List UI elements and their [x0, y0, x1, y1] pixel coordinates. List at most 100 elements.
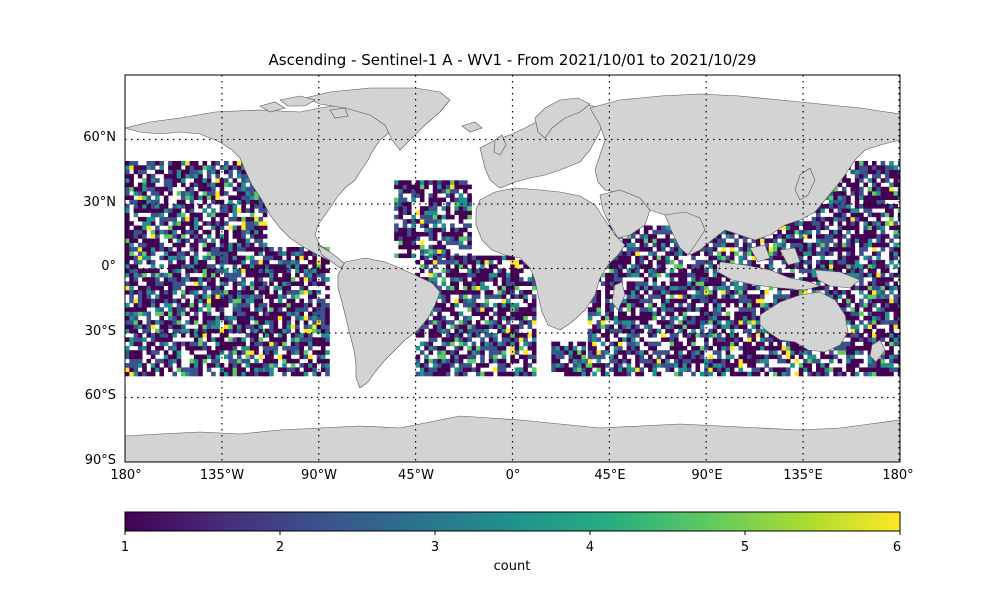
heatmap-cell: [630, 251, 636, 256]
heatmap-cell: [467, 285, 472, 291]
heatmap-cell: [245, 191, 251, 196]
heatmap-cell: [501, 371, 507, 377]
heatmap-cell: [185, 238, 190, 243]
heatmap-cell: [884, 285, 890, 291]
heatmap-cell: [163, 281, 169, 286]
heatmap-cell: [639, 264, 645, 269]
heatmap-cell: [480, 337, 485, 342]
heatmap-cell: [150, 178, 156, 183]
heatmap-cell: [609, 302, 614, 308]
heatmap-cell: [704, 294, 709, 299]
heatmap-cell: [437, 328, 442, 334]
heatmap-cell: [219, 281, 225, 286]
heatmap-cell: [168, 268, 173, 274]
heatmap-cell: [639, 285, 645, 291]
heatmap-cell: [258, 238, 264, 243]
heatmap-cell: [807, 259, 812, 265]
heatmap-cell: [880, 315, 886, 321]
heatmap-cell: [411, 236, 416, 241]
heatmap-cell: [717, 272, 722, 278]
heatmap-cell: [159, 272, 164, 278]
heatmap-cell: [897, 268, 900, 274]
heatmap-cell: [245, 178, 251, 183]
heatmap-cell: [613, 333, 619, 338]
heatmap-cell: [867, 178, 873, 183]
heatmap-cell: [760, 358, 765, 364]
heatmap-cell: [299, 290, 304, 295]
heatmap-cell: [850, 298, 856, 304]
heatmap-cell: [781, 259, 787, 265]
heatmap-cell: [742, 298, 748, 304]
heatmap-cell: [424, 184, 429, 190]
heatmap-cell: [415, 219, 421, 224]
heatmap-cell: [471, 268, 477, 274]
heatmap-cell: [643, 311, 649, 317]
heatmap-cell: [189, 259, 195, 265]
colorbar-tick-label: 2: [275, 540, 285, 555]
heatmap-cell: [445, 363, 451, 368]
heatmap-cell: [695, 251, 701, 256]
heatmap-cell: [398, 244, 403, 250]
heatmap-cell: [829, 234, 834, 239]
heatmap-cell: [320, 298, 326, 304]
heatmap-cell: [846, 251, 851, 256]
heatmap-cell: [725, 341, 731, 347]
heatmap-cell: [428, 333, 434, 338]
heatmap-cell: [605, 350, 610, 355]
heatmap-cell: [325, 311, 330, 317]
heatmap-cell: [725, 298, 731, 304]
heatmap-cell: [269, 315, 274, 321]
heatmap-cell: [441, 367, 447, 372]
heatmap-cell: [172, 290, 177, 295]
heatmap-cell: [841, 298, 847, 304]
heatmap-cell: [163, 173, 169, 179]
heatmap-cell: [437, 259, 442, 265]
heatmap-cell: [605, 281, 610, 286]
heatmap-cell: [523, 341, 528, 347]
heatmap-cell: [859, 212, 864, 218]
heatmap-cell: [394, 253, 399, 259]
heatmap-cell: [613, 255, 619, 261]
heatmap-cell: [241, 225, 246, 231]
heatmap-cell: [519, 371, 524, 377]
heatmap-cell: [798, 350, 804, 355]
heatmap-cell: [729, 298, 735, 304]
heatmap-cell: [876, 251, 881, 256]
heatmap-cell: [189, 216, 195, 222]
heatmap-cell: [402, 244, 408, 250]
heatmap-cell: [480, 302, 485, 308]
heatmap-cell: [142, 199, 147, 205]
heatmap-cell: [176, 285, 182, 291]
heatmap-cell: [618, 264, 623, 269]
heatmap-cell: [777, 242, 782, 248]
heatmap-cell: [198, 238, 203, 243]
heatmap-cell: [686, 307, 692, 312]
heatmap-cell: [686, 354, 692, 360]
heatmap-cell: [176, 298, 182, 304]
heatmap-cell: [652, 302, 657, 308]
heatmap-cell: [475, 294, 481, 299]
heatmap-cell: [150, 367, 156, 372]
heatmap-cell: [189, 363, 195, 368]
heatmap-cell: [129, 221, 134, 226]
heatmap-cell: [652, 363, 657, 368]
heatmap-cell: [686, 363, 692, 368]
heatmap-cell: [841, 199, 847, 205]
heatmap-cell: [193, 345, 199, 351]
heatmap-cell: [841, 341, 847, 347]
heatmap-cell: [193, 358, 199, 364]
heatmap-cell: [419, 219, 425, 224]
heatmap-cell: [527, 290, 533, 295]
heatmap-cell: [142, 255, 147, 261]
heatmap-cell: [137, 268, 143, 274]
heatmap-cell: [674, 337, 679, 342]
heatmap-cell: [193, 169, 199, 175]
heatmap-cell: [777, 234, 782, 239]
heatmap-cell: [176, 277, 182, 282]
heatmap-cell: [854, 178, 860, 183]
heatmap-cell: [236, 281, 242, 286]
heatmap-cell: [467, 244, 472, 250]
heatmap-cell: [463, 294, 468, 299]
heatmap-cell: [432, 315, 438, 321]
heatmap-cell: [514, 294, 520, 299]
